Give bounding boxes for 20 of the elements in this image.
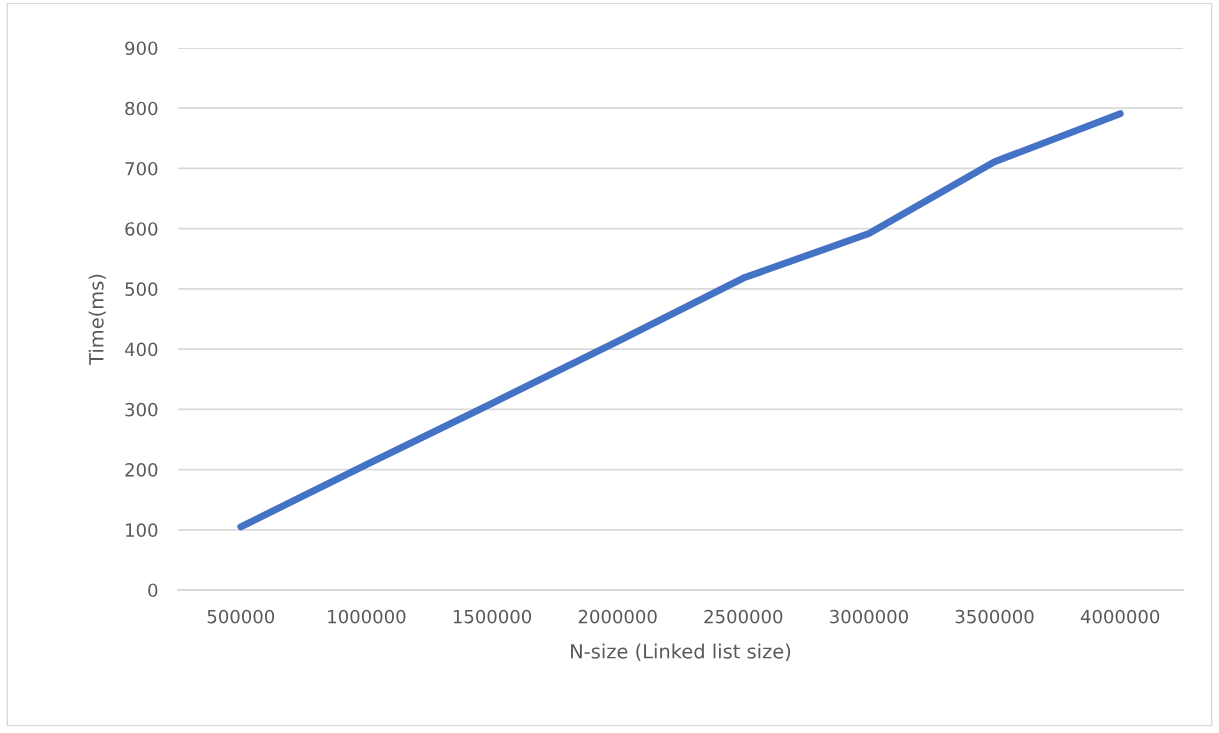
y-tick-label: 700 xyxy=(125,161,158,176)
x-tick-label: 2000000 xyxy=(578,609,657,624)
x-tick-label: 500000 xyxy=(207,609,275,624)
x-tick-label: 2500000 xyxy=(704,609,783,624)
y-tick-label: 0 xyxy=(148,583,158,598)
y-tick-label: 500 xyxy=(125,282,158,297)
x-axis-title: N-size (Linked list size) xyxy=(571,643,791,661)
x-tick-label: 1000000 xyxy=(328,609,406,624)
y-tick-label: 800 xyxy=(125,101,158,116)
y-tick-label: 100 xyxy=(126,523,158,537)
y-tick-label: 600 xyxy=(125,222,158,236)
y-tick-label: 300 xyxy=(125,402,158,417)
x-tick-label: 1500000 xyxy=(453,609,532,624)
x-tick-label: 4000000 xyxy=(1080,609,1160,624)
y-tick-label: 200 xyxy=(125,463,158,477)
y-axis-title: Time(ms) xyxy=(88,274,106,365)
y-tick-label: 400 xyxy=(124,342,158,357)
x-tick-label: 3500000 xyxy=(955,609,1034,624)
y-tick-label: 900 xyxy=(125,41,158,56)
x-tick-label: 3000000 xyxy=(830,609,908,624)
